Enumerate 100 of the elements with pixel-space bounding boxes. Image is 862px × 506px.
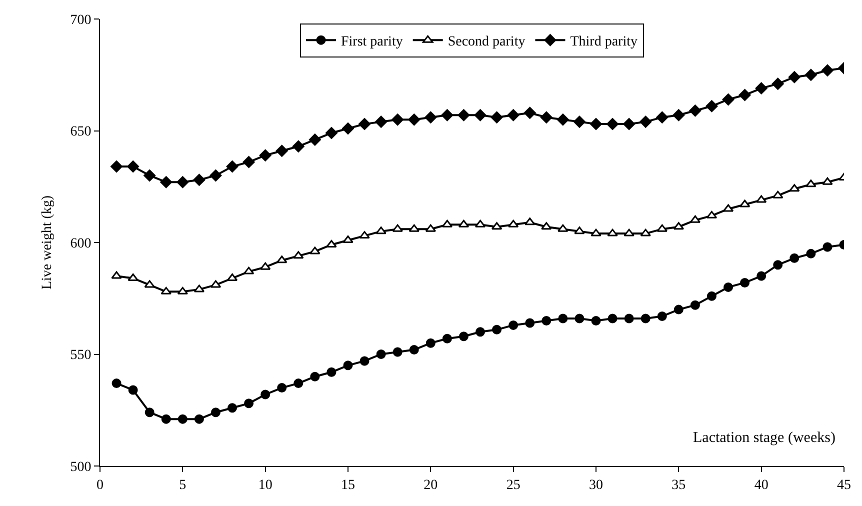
point xyxy=(127,160,140,172)
point xyxy=(359,231,370,239)
x-tick-label: 20 xyxy=(424,478,438,493)
x-axis-title: Lactation stage (weeks) xyxy=(693,430,836,446)
point xyxy=(424,111,437,124)
point xyxy=(689,104,702,117)
legend-label: Third parity xyxy=(570,34,638,50)
point xyxy=(607,228,618,236)
point xyxy=(112,378,122,388)
point xyxy=(342,122,354,134)
point xyxy=(640,116,652,128)
point xyxy=(310,372,320,382)
point xyxy=(426,338,436,348)
point xyxy=(360,356,370,366)
point xyxy=(358,118,370,130)
point xyxy=(507,109,520,122)
point xyxy=(542,316,552,326)
point xyxy=(690,300,700,310)
point xyxy=(772,78,784,90)
point xyxy=(591,316,601,326)
x-tick-label: 25 xyxy=(506,478,520,493)
point xyxy=(640,228,651,236)
point xyxy=(640,314,650,324)
point xyxy=(722,94,734,106)
point xyxy=(558,224,568,232)
x-tick-label: 40 xyxy=(754,478,768,493)
point xyxy=(789,184,800,192)
y-tick-label: 600 xyxy=(70,236,92,252)
point xyxy=(194,414,204,424)
point xyxy=(178,414,188,424)
point xyxy=(128,385,138,395)
point xyxy=(458,332,468,342)
point xyxy=(293,251,304,259)
x-tick-label: 45 xyxy=(837,478,851,493)
x-tick-label: 5 xyxy=(179,478,186,493)
point xyxy=(574,314,584,324)
point xyxy=(574,116,586,128)
point xyxy=(242,156,255,168)
point xyxy=(788,71,800,84)
point xyxy=(706,100,718,112)
point xyxy=(210,170,222,182)
x-tick-label: 10 xyxy=(258,478,272,493)
point xyxy=(259,149,272,162)
point xyxy=(525,318,535,328)
point xyxy=(110,160,122,172)
point xyxy=(144,170,156,182)
point xyxy=(144,408,154,418)
point xyxy=(392,114,404,126)
point xyxy=(806,248,816,258)
point xyxy=(111,271,122,279)
point xyxy=(574,226,585,234)
point xyxy=(276,144,288,157)
point xyxy=(294,378,304,388)
y-axis-title: Live weight (kg) xyxy=(40,195,55,290)
point xyxy=(738,89,751,101)
point xyxy=(508,320,518,330)
point xyxy=(773,260,783,270)
point xyxy=(657,312,667,322)
point xyxy=(310,246,320,254)
point xyxy=(226,160,238,172)
point xyxy=(474,109,486,122)
point xyxy=(342,236,354,244)
point xyxy=(144,280,155,288)
point xyxy=(458,109,470,122)
x-tick-label: 30 xyxy=(589,478,603,493)
point xyxy=(656,224,668,232)
point xyxy=(492,324,502,334)
legend-label: First parity xyxy=(341,34,403,50)
point xyxy=(260,390,270,400)
point xyxy=(376,350,386,359)
point xyxy=(804,68,817,81)
point xyxy=(624,228,634,236)
point xyxy=(160,176,172,188)
point xyxy=(476,327,486,337)
point xyxy=(408,224,420,232)
point xyxy=(228,403,238,413)
point xyxy=(806,180,816,188)
point xyxy=(160,286,172,294)
point xyxy=(623,118,636,130)
point xyxy=(409,345,419,355)
point xyxy=(524,106,536,119)
point xyxy=(558,314,568,324)
point xyxy=(441,109,454,122)
point xyxy=(128,274,138,282)
point xyxy=(392,224,403,232)
point xyxy=(822,64,834,76)
point xyxy=(308,134,321,146)
point xyxy=(822,177,833,185)
point xyxy=(193,174,206,186)
point xyxy=(624,314,634,324)
point xyxy=(674,304,684,314)
point xyxy=(210,408,220,418)
y-tick-label: 650 xyxy=(70,124,92,140)
point xyxy=(540,111,552,124)
point xyxy=(292,140,304,152)
point xyxy=(326,127,338,139)
point xyxy=(276,256,288,264)
point xyxy=(606,118,618,130)
x-tick-label: 0 xyxy=(96,478,104,493)
point xyxy=(244,398,254,408)
